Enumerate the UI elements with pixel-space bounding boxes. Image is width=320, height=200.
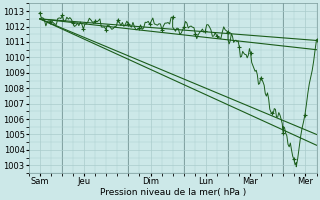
- X-axis label: Pression niveau de la mer( hPa ): Pression niveau de la mer( hPa ): [100, 188, 246, 197]
